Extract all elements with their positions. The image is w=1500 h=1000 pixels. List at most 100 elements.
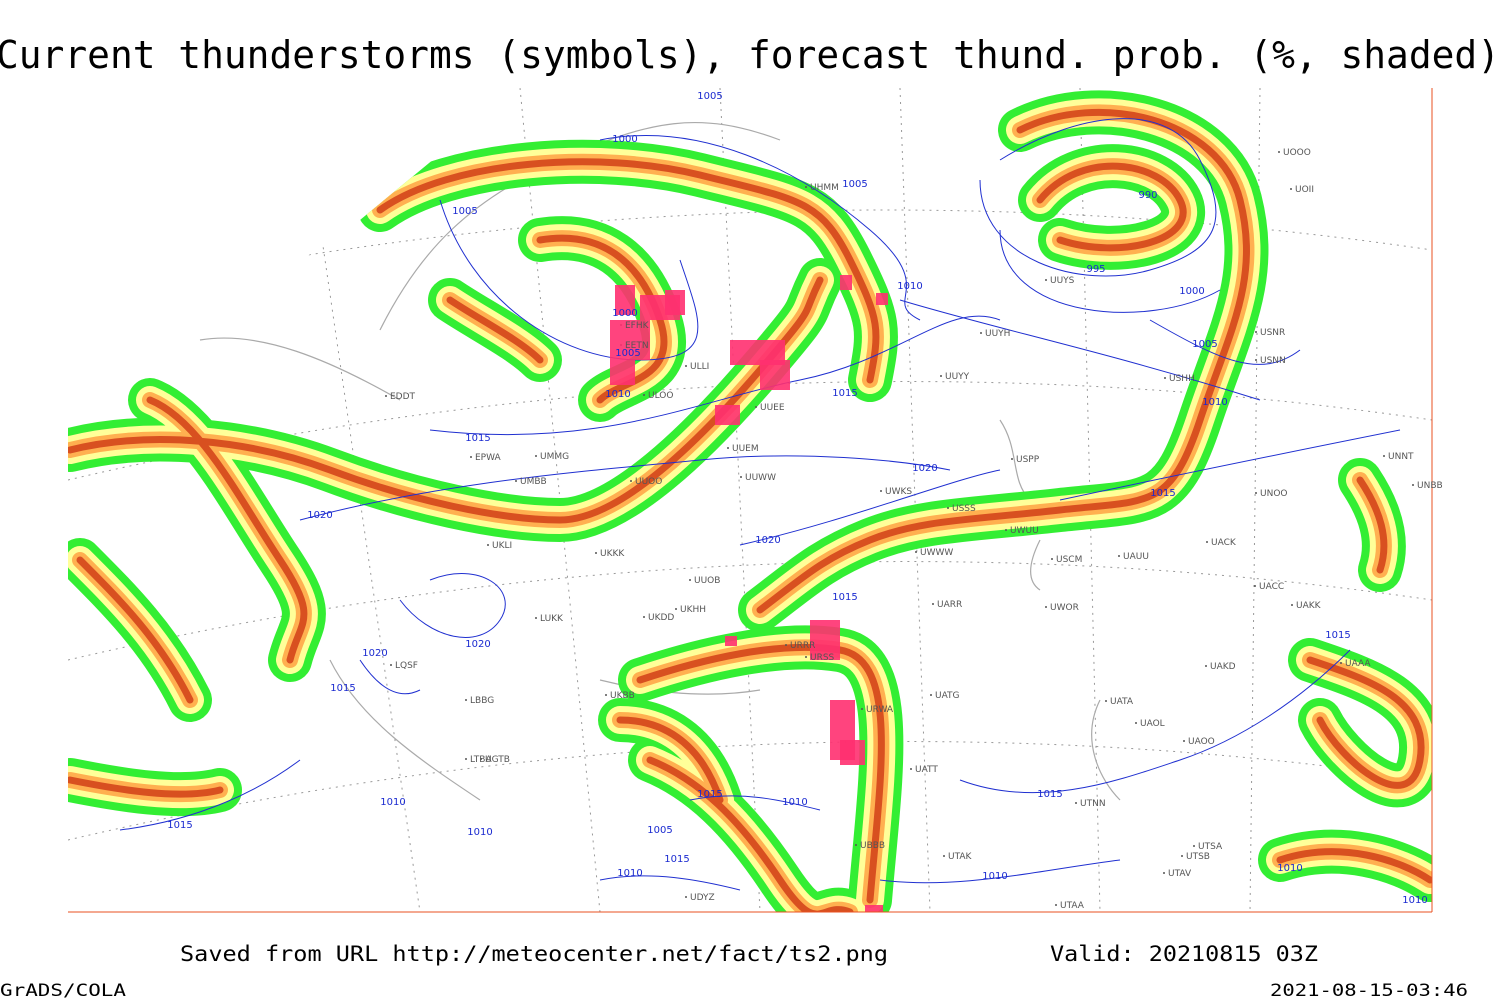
station-dot [675, 608, 677, 610]
station-label: UKKK [600, 549, 625, 559]
thunderstorm-symbol [615, 285, 635, 315]
station-label: UTNN [1080, 799, 1106, 809]
station-dot [1163, 872, 1165, 874]
isobar-label: 1015 [1037, 789, 1062, 800]
isobar-label: 1010 [1402, 895, 1427, 906]
station-label: LBBG [470, 696, 494, 706]
station-label: UATT [915, 765, 938, 775]
station-dot [515, 480, 517, 482]
station-label: UTAA [1060, 901, 1085, 911]
station-label: UMBB [520, 477, 547, 487]
isobar [599, 135, 921, 321]
isobar-label: 1005 [842, 179, 867, 190]
isobar [359, 659, 421, 695]
station-dot [1205, 665, 1207, 667]
station-dot [785, 644, 787, 646]
isobar-label: 1015 [465, 433, 490, 444]
station-label: UACC [1259, 582, 1284, 592]
coastline [1030, 539, 1041, 591]
station-label: EDDT [390, 392, 416, 402]
station-label: UUYH [985, 329, 1010, 339]
isobar [689, 795, 821, 811]
station-dot [880, 490, 882, 492]
station-dot [1206, 541, 1208, 543]
thunderstorm-symbol [840, 740, 865, 765]
valid-time: Valid: 20210815 03Z [1050, 942, 1318, 966]
station-label: UUEM [732, 444, 759, 454]
station-dot [1055, 904, 1057, 906]
storm-probability [1036, 162, 1187, 252]
station-dot [643, 616, 645, 618]
isobar-label: 1000 [612, 308, 637, 319]
isobar-label: 1005 [452, 206, 477, 217]
station-label: UUOB [694, 576, 720, 586]
station-label: UTSB [1186, 852, 1210, 862]
software: GrADS/COLA [0, 981, 126, 1000]
station-label: UBBB [860, 841, 885, 851]
station-dot [1340, 662, 1342, 664]
station-label: UWOR [1050, 603, 1079, 613]
station-label: LQSF [395, 661, 418, 671]
isobar [959, 649, 1351, 794]
isobar [599, 875, 741, 891]
station-dot [805, 656, 807, 658]
station-dot [1290, 188, 1292, 190]
station-dot [685, 896, 687, 898]
station-dot [1255, 359, 1257, 361]
station-label: URSS [810, 653, 835, 663]
station-label: UWUU [1010, 526, 1039, 536]
station-dot [943, 855, 945, 857]
storm-probability [76, 556, 194, 704]
station-dot [1105, 700, 1107, 702]
station-label: UGTB [485, 755, 510, 765]
storm-probability [68, 776, 224, 798]
isobar [1149, 319, 1301, 365]
isobar [399, 573, 506, 638]
graticule [1249, 88, 1261, 912]
isobar-label: 1010 [897, 281, 922, 292]
station-label: UWKS [885, 487, 912, 497]
isobar-label: 1010 [1202, 397, 1227, 408]
isobar-label: 1020 [307, 510, 332, 521]
isobar [899, 299, 1261, 401]
station-label: USNR [1260, 328, 1285, 338]
station-label: USCM [1056, 555, 1082, 565]
station-dot [930, 694, 932, 696]
station-label: UOOO [1283, 148, 1311, 158]
station-label: EPWA [475, 453, 502, 463]
station-dot [1255, 492, 1257, 494]
station-label: UUEE [760, 403, 785, 413]
station-label: EFHK [625, 321, 650, 331]
isobar-label: 1015 [1325, 630, 1350, 641]
storm-probability [636, 643, 885, 904]
station-label: LTBA [470, 755, 492, 765]
station-dot [1278, 151, 1280, 153]
station-dot [805, 186, 807, 188]
isobar-label: 1000 [612, 134, 637, 145]
station-dot [940, 375, 942, 377]
isobar-label: 1005 [1192, 339, 1217, 350]
isobar-label: 1005 [615, 348, 640, 359]
station-label: LUKK [540, 614, 564, 624]
station-label: UTAV [1168, 869, 1192, 879]
title: Current thunderstorms (symbols), forecas… [0, 33, 1500, 77]
station-label: UUWW [745, 473, 776, 483]
station-dot [932, 603, 934, 605]
station-label: UAUU [1123, 552, 1149, 562]
storm-probability [446, 296, 544, 364]
isobar-label: 995 [1086, 264, 1105, 275]
isobar [119, 759, 301, 831]
storm-probability [756, 108, 1250, 614]
station-dot [980, 332, 982, 334]
isobar-label: 1020 [465, 639, 490, 650]
station-dot [947, 507, 949, 509]
graticule [719, 88, 761, 912]
station-label: URRR [790, 641, 815, 651]
station-label: UNOO [1260, 489, 1288, 499]
isobar [879, 859, 1121, 884]
thunderstorm-symbol [610, 360, 635, 385]
thunderstorm-symbol [876, 293, 888, 305]
station-label: UACK [1211, 538, 1237, 548]
station-label: UNNT [1388, 452, 1414, 462]
graticule [299, 88, 421, 912]
